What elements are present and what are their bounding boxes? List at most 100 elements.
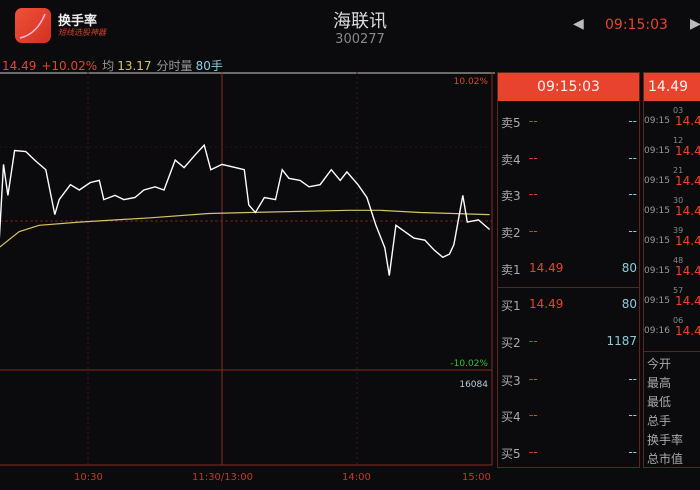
bid-row: 买3 -- -- [501, 372, 637, 388]
bid-row: 买2 -- 1187 [501, 334, 637, 350]
volume-label: 分时量 [156, 59, 193, 73]
level-label: 买2 [501, 336, 521, 350]
chart-logo-icon [19, 13, 46, 39]
bid-row: 买5 -- -- [501, 445, 637, 461]
tick-time: 09:15 [644, 146, 670, 156]
tick-header-price: 14.49 [644, 73, 700, 101]
level-price: 14.49 [529, 261, 564, 275]
level-label: 买5 [501, 447, 521, 461]
stat-label: 今开 [647, 357, 672, 371]
tick-second: 21 [673, 166, 684, 175]
price-line [0, 143, 491, 276]
tick-price: 14.49 [675, 234, 700, 248]
stat-label: 总市值 [647, 452, 684, 466]
bid-row: 买4 -- -- [501, 408, 637, 424]
tick-price: 14.49 [675, 144, 700, 158]
level-label: 卖1 [501, 263, 521, 277]
tick-price: 14.49 [675, 204, 700, 218]
ask-row: 卖4 -- -- [501, 151, 637, 167]
level-label: 卖3 [501, 189, 521, 203]
level-volume: 80 [621, 261, 637, 275]
tick-second: 48 [673, 256, 684, 265]
level-volume: -- [628, 151, 637, 165]
order-book-divider [498, 287, 639, 288]
volume-value: 80手 [195, 59, 223, 73]
app-logo [15, 8, 51, 43]
tick-time: 09:15 [644, 116, 670, 126]
level-label: 卖2 [501, 226, 521, 240]
tick-price: 14.49 [675, 294, 700, 308]
avg-price: 13.17 [117, 59, 152, 73]
tick-second: 06 [673, 316, 684, 325]
level-price: -- [529, 114, 538, 128]
order-book-time: 09:15:03 [498, 73, 639, 101]
change-percent: +10.02% [41, 59, 98, 73]
current-price: 14.49 [2, 59, 37, 73]
level-price: -- [529, 372, 538, 386]
level-label: 买3 [501, 374, 521, 388]
tick-price: 14.49 [675, 324, 700, 338]
level-volume: -- [628, 224, 637, 238]
stock-code: 300277 [335, 32, 385, 47]
tick-second: 57 [673, 286, 684, 295]
tick-second: 39 [673, 226, 684, 235]
stock-name: 海联讯 [333, 11, 387, 32]
app-subtitle: 短线选股神器 [58, 28, 106, 37]
app-name: 换手率 [58, 14, 98, 29]
level-label: 卖5 [501, 116, 521, 130]
level-price: -- [529, 334, 538, 348]
replay-time: 09:15:03 [605, 17, 668, 33]
x-tick: 15:00 [462, 472, 491, 483]
volume-max-label: 16084 [459, 380, 488, 390]
tick-price: 14.49 [675, 114, 700, 128]
intraday-chart[interactable]: 10.02% -10.02% 16084 [0, 72, 495, 472]
stat-label: 换手率 [647, 433, 684, 447]
tick-price: 14.49 [675, 264, 700, 278]
level-price: 14.49 [529, 297, 564, 311]
level-price: -- [529, 445, 538, 459]
level-price: -- [529, 151, 538, 165]
tick-second: 30 [673, 196, 684, 205]
level-volume: -- [628, 372, 637, 386]
tick-list[interactable]: 14.49 0309:1514.491209:1514.492109:1514.… [643, 72, 700, 468]
divider [0, 72, 495, 74]
tick-second: 12 [673, 136, 684, 145]
order-book: 09:15:03 卖5 -- -- 卖4 -- -- 卖3 -- -- 卖2 -- -- 卖1 14.49… [497, 72, 640, 468]
top-pct-label: 10.02% [454, 77, 489, 87]
level-label: 卖4 [501, 153, 521, 167]
level-volume: -- [628, 114, 637, 128]
ask-row: 卖5 -- -- [501, 114, 637, 130]
tick-second: 03 [673, 106, 684, 115]
tick-time: 09:16 [644, 326, 670, 336]
bottom-pct-label: -10.02% [450, 359, 488, 369]
level-volume: 80 [621, 297, 637, 311]
level-volume: -- [628, 187, 637, 201]
triangle-right-icon[interactable]: ▶ [690, 16, 700, 32]
tick-price: 14.49 [675, 174, 700, 188]
quote-info-bar: 14.49 +10.02% 均 13.17 分时量 80手 [2, 57, 228, 74]
x-tick: 10:30 [74, 472, 103, 483]
tick-time: 09:15 [644, 176, 670, 186]
bid-row: 买1 14.49 80 [501, 297, 637, 313]
level-volume: -- [628, 445, 637, 459]
stats-divider [644, 351, 700, 352]
stat-label: 最高 [647, 376, 672, 390]
x-tick: 14:00 [342, 472, 371, 483]
tick-time: 09:15 [644, 266, 670, 276]
avg-label: 均 [102, 59, 115, 73]
ask-row: 卖1 14.49 80 [501, 261, 637, 277]
level-volume: -- [628, 408, 637, 422]
level-label: 买1 [501, 299, 521, 313]
triangle-left-icon[interactable]: ◀ [573, 16, 584, 32]
level-label: 买4 [501, 410, 521, 424]
level-price: -- [529, 408, 538, 422]
ask-row: 卖2 -- -- [501, 224, 637, 240]
ask-row: 卖3 -- -- [501, 187, 637, 203]
